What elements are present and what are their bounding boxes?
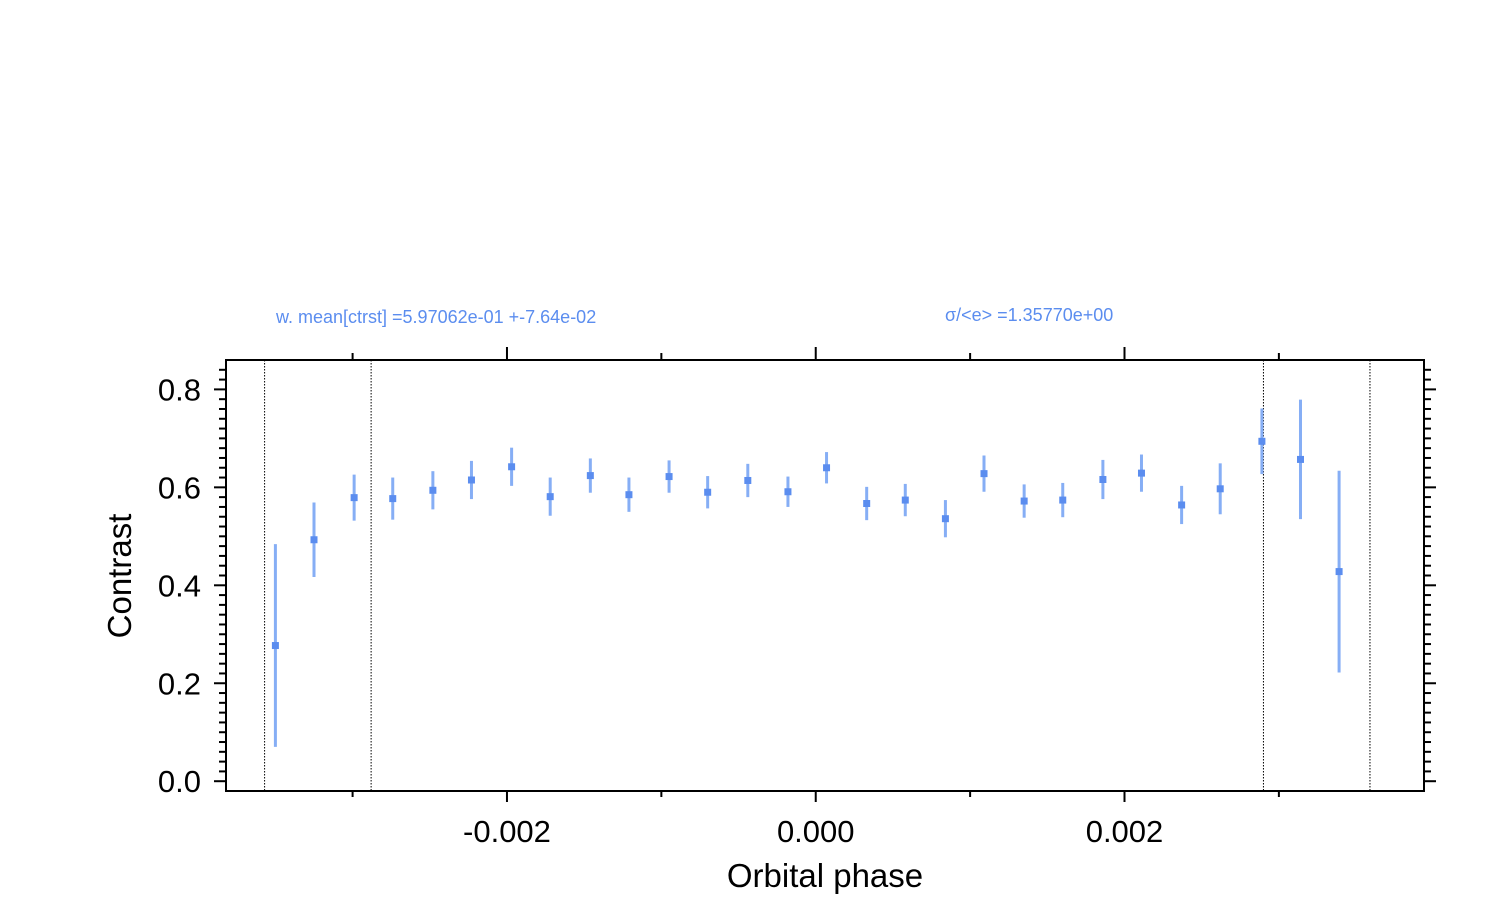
data-point-2 — [350, 494, 358, 502]
data-point-22 — [1137, 469, 1145, 477]
data-point-15 — [863, 500, 871, 508]
data-point-19 — [1020, 497, 1028, 505]
y-tick-label-2: 0.4 — [158, 568, 201, 603]
data-point-3 — [389, 495, 397, 503]
data-point-18 — [980, 470, 988, 478]
x-tick-label-2: 0.002 — [1086, 814, 1164, 849]
data-point-17 — [941, 515, 949, 523]
vertical-reference-lines — [264, 360, 1371, 791]
sigma-annotation: σ/<e> =1.35770e+00 — [945, 305, 1113, 325]
x-tick-label-1: 0.000 — [777, 814, 855, 849]
axis-ticks — [214, 347, 1436, 802]
x-axis-label: Orbital phase — [727, 857, 923, 894]
data-point-9 — [625, 491, 633, 499]
data-point-1 — [310, 536, 318, 544]
y-tick-label-4: 0.8 — [158, 372, 201, 407]
data-markers — [271, 437, 1343, 650]
data-point-12 — [744, 476, 752, 484]
data-point-7 — [546, 493, 554, 501]
error-bars — [273, 399, 1341, 747]
data-point-16 — [901, 496, 909, 504]
x-tick-labels: -0.002 0.000 0.002 — [463, 814, 1163, 849]
data-point-21 — [1099, 476, 1107, 484]
data-point-0 — [271, 642, 279, 650]
data-point-26 — [1296, 455, 1304, 463]
y-tick-label-1: 0.2 — [158, 666, 201, 701]
y-tick-labels: 0.0 0.2 0.4 0.6 0.8 — [158, 372, 201, 799]
data-point-6 — [508, 463, 516, 471]
data-point-10 — [665, 473, 673, 481]
data-point-25 — [1258, 437, 1266, 445]
data-point-24 — [1216, 485, 1224, 493]
y-tick-label-0: 0.0 — [158, 764, 201, 799]
y-tick-label-3: 0.6 — [158, 470, 201, 505]
data-point-27 — [1335, 568, 1343, 576]
data-point-14 — [823, 464, 831, 472]
weighted-mean-annotation: w. mean[ctrst] =5.97062e-01 +-7.64e-02 — [275, 307, 596, 327]
data-point-11 — [704, 488, 712, 496]
y-axis-label: Contrast — [101, 514, 138, 639]
data-point-13 — [784, 488, 792, 496]
data-point-8 — [586, 472, 594, 480]
x-tick-label-0: -0.002 — [463, 814, 551, 849]
data-point-20 — [1059, 496, 1067, 504]
data-point-4 — [429, 486, 437, 494]
plot-frame — [225, 359, 1425, 792]
data-point-23 — [1178, 501, 1186, 509]
data-point-5 — [467, 476, 475, 484]
